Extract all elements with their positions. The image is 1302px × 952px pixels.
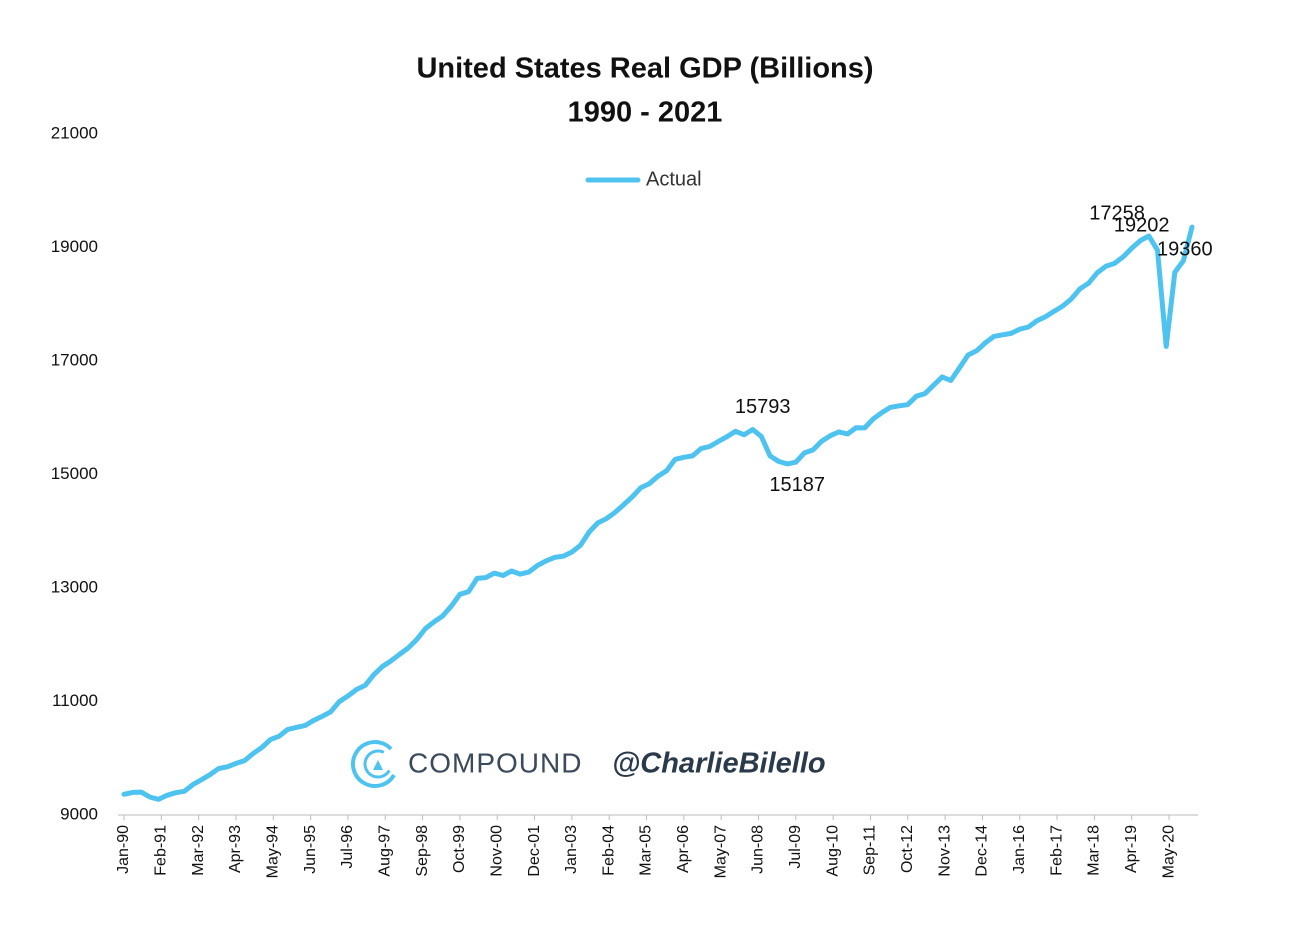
x-tick-label: Jan-16 xyxy=(1011,825,1028,874)
y-tick-label: 15000 xyxy=(51,464,98,483)
y-tick-label: 17000 xyxy=(51,350,98,369)
x-tick-label: Nov-00 xyxy=(488,825,505,877)
x-tick-label: Dec-01 xyxy=(526,825,543,877)
watermark-handle: @CharlieBilello xyxy=(612,748,826,780)
watermark-brand: COMPOUND xyxy=(408,747,582,778)
x-tick-label: Jan-03 xyxy=(563,825,580,874)
x-tick-label: Mar-18 xyxy=(1086,825,1103,876)
data-label: 15187 xyxy=(769,474,825,496)
x-tick-label: Dec-14 xyxy=(974,825,991,877)
legend-label: Actual xyxy=(646,168,702,190)
x-tick-label: Oct-99 xyxy=(451,825,468,873)
data-label: 17258 xyxy=(1089,202,1145,224)
line-series xyxy=(121,224,1195,802)
x-tick-label: May-94 xyxy=(265,825,282,878)
watermark: COMPOUND @CharlieBilello xyxy=(351,740,826,788)
x-tick-label: Feb-91 xyxy=(153,825,170,876)
x-tick-label: Sep-11 xyxy=(862,825,879,876)
logo-ring xyxy=(351,740,399,788)
data-label: 19360 xyxy=(1157,239,1213,261)
x-tick-label: Mar-92 xyxy=(190,825,207,876)
y-tick-label: 13000 xyxy=(51,577,98,596)
y-tick-label: 21000 xyxy=(51,123,98,142)
logo-triangle xyxy=(373,760,383,770)
x-tick-label: Jun-95 xyxy=(302,825,319,874)
x-tick-label: May-20 xyxy=(1160,825,1177,878)
x-tick-label: Apr-06 xyxy=(675,825,692,873)
x-tick-label: Mar-05 xyxy=(638,825,655,876)
x-tick-label: Aug-10 xyxy=(824,825,841,877)
y-tick-label: 19000 xyxy=(51,237,98,256)
x-tick-label: Aug-97 xyxy=(376,825,393,877)
x-tick-label: Oct-12 xyxy=(899,825,916,873)
x-tick-label: Apr-93 xyxy=(227,825,244,873)
x-tick-label: Jul-96 xyxy=(339,825,356,869)
x-tick-label: Sep-98 xyxy=(414,825,431,877)
x-tick-label: Feb-17 xyxy=(1048,825,1065,876)
data-label: 15793 xyxy=(735,396,791,418)
x-tick-label: May-07 xyxy=(712,825,729,878)
logo-ring xyxy=(363,749,393,779)
y-tick-label: 9000 xyxy=(60,804,98,823)
x-tick-label: Nov-13 xyxy=(936,825,953,877)
x-tick-label: Jul-09 xyxy=(787,825,804,869)
chart-title: United States Real GDP (Billions) xyxy=(416,53,873,85)
x-tick-label: Jan-90 xyxy=(115,825,132,874)
x-tick-label: Jun-08 xyxy=(750,825,767,874)
data-label: 19202 xyxy=(1114,215,1170,237)
x-tick-label: Feb-04 xyxy=(600,825,617,876)
y-tick-label: 11000 xyxy=(52,691,98,710)
chart-subtitle: 1990 - 2021 xyxy=(568,97,723,129)
x-tick-label: Apr-19 xyxy=(1123,825,1140,873)
